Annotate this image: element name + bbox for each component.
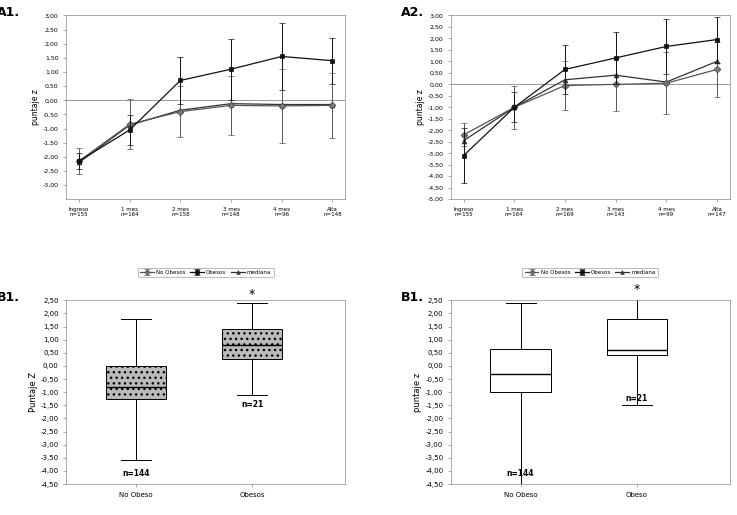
Y-axis label: puntaje z: puntaje z [31, 90, 40, 125]
PathPatch shape [106, 366, 167, 399]
Text: *: * [634, 283, 640, 296]
PathPatch shape [607, 319, 667, 355]
PathPatch shape [222, 329, 282, 358]
Text: A2.: A2. [401, 6, 424, 19]
Text: B1.: B1. [401, 291, 424, 304]
Text: B1.: B1. [0, 291, 20, 304]
Text: *: * [249, 288, 255, 301]
Y-axis label: Puntaje Z: Puntaje Z [29, 372, 38, 413]
Text: A1.: A1. [0, 6, 20, 19]
Legend: No Obesos, Obesos, mediana: No Obesos, Obesos, mediana [138, 268, 273, 277]
Text: n=144: n=144 [507, 469, 534, 477]
Text: n=21: n=21 [626, 393, 648, 403]
Y-axis label: puntaje z: puntaje z [416, 90, 425, 125]
Text: n=144: n=144 [122, 469, 150, 477]
Text: n=21: n=21 [241, 400, 263, 409]
PathPatch shape [490, 349, 551, 392]
Legend: No Obesos, Obesos, mediana: No Obesos, Obesos, mediana [523, 268, 658, 277]
Y-axis label: puntaje z: puntaje z [413, 373, 422, 412]
